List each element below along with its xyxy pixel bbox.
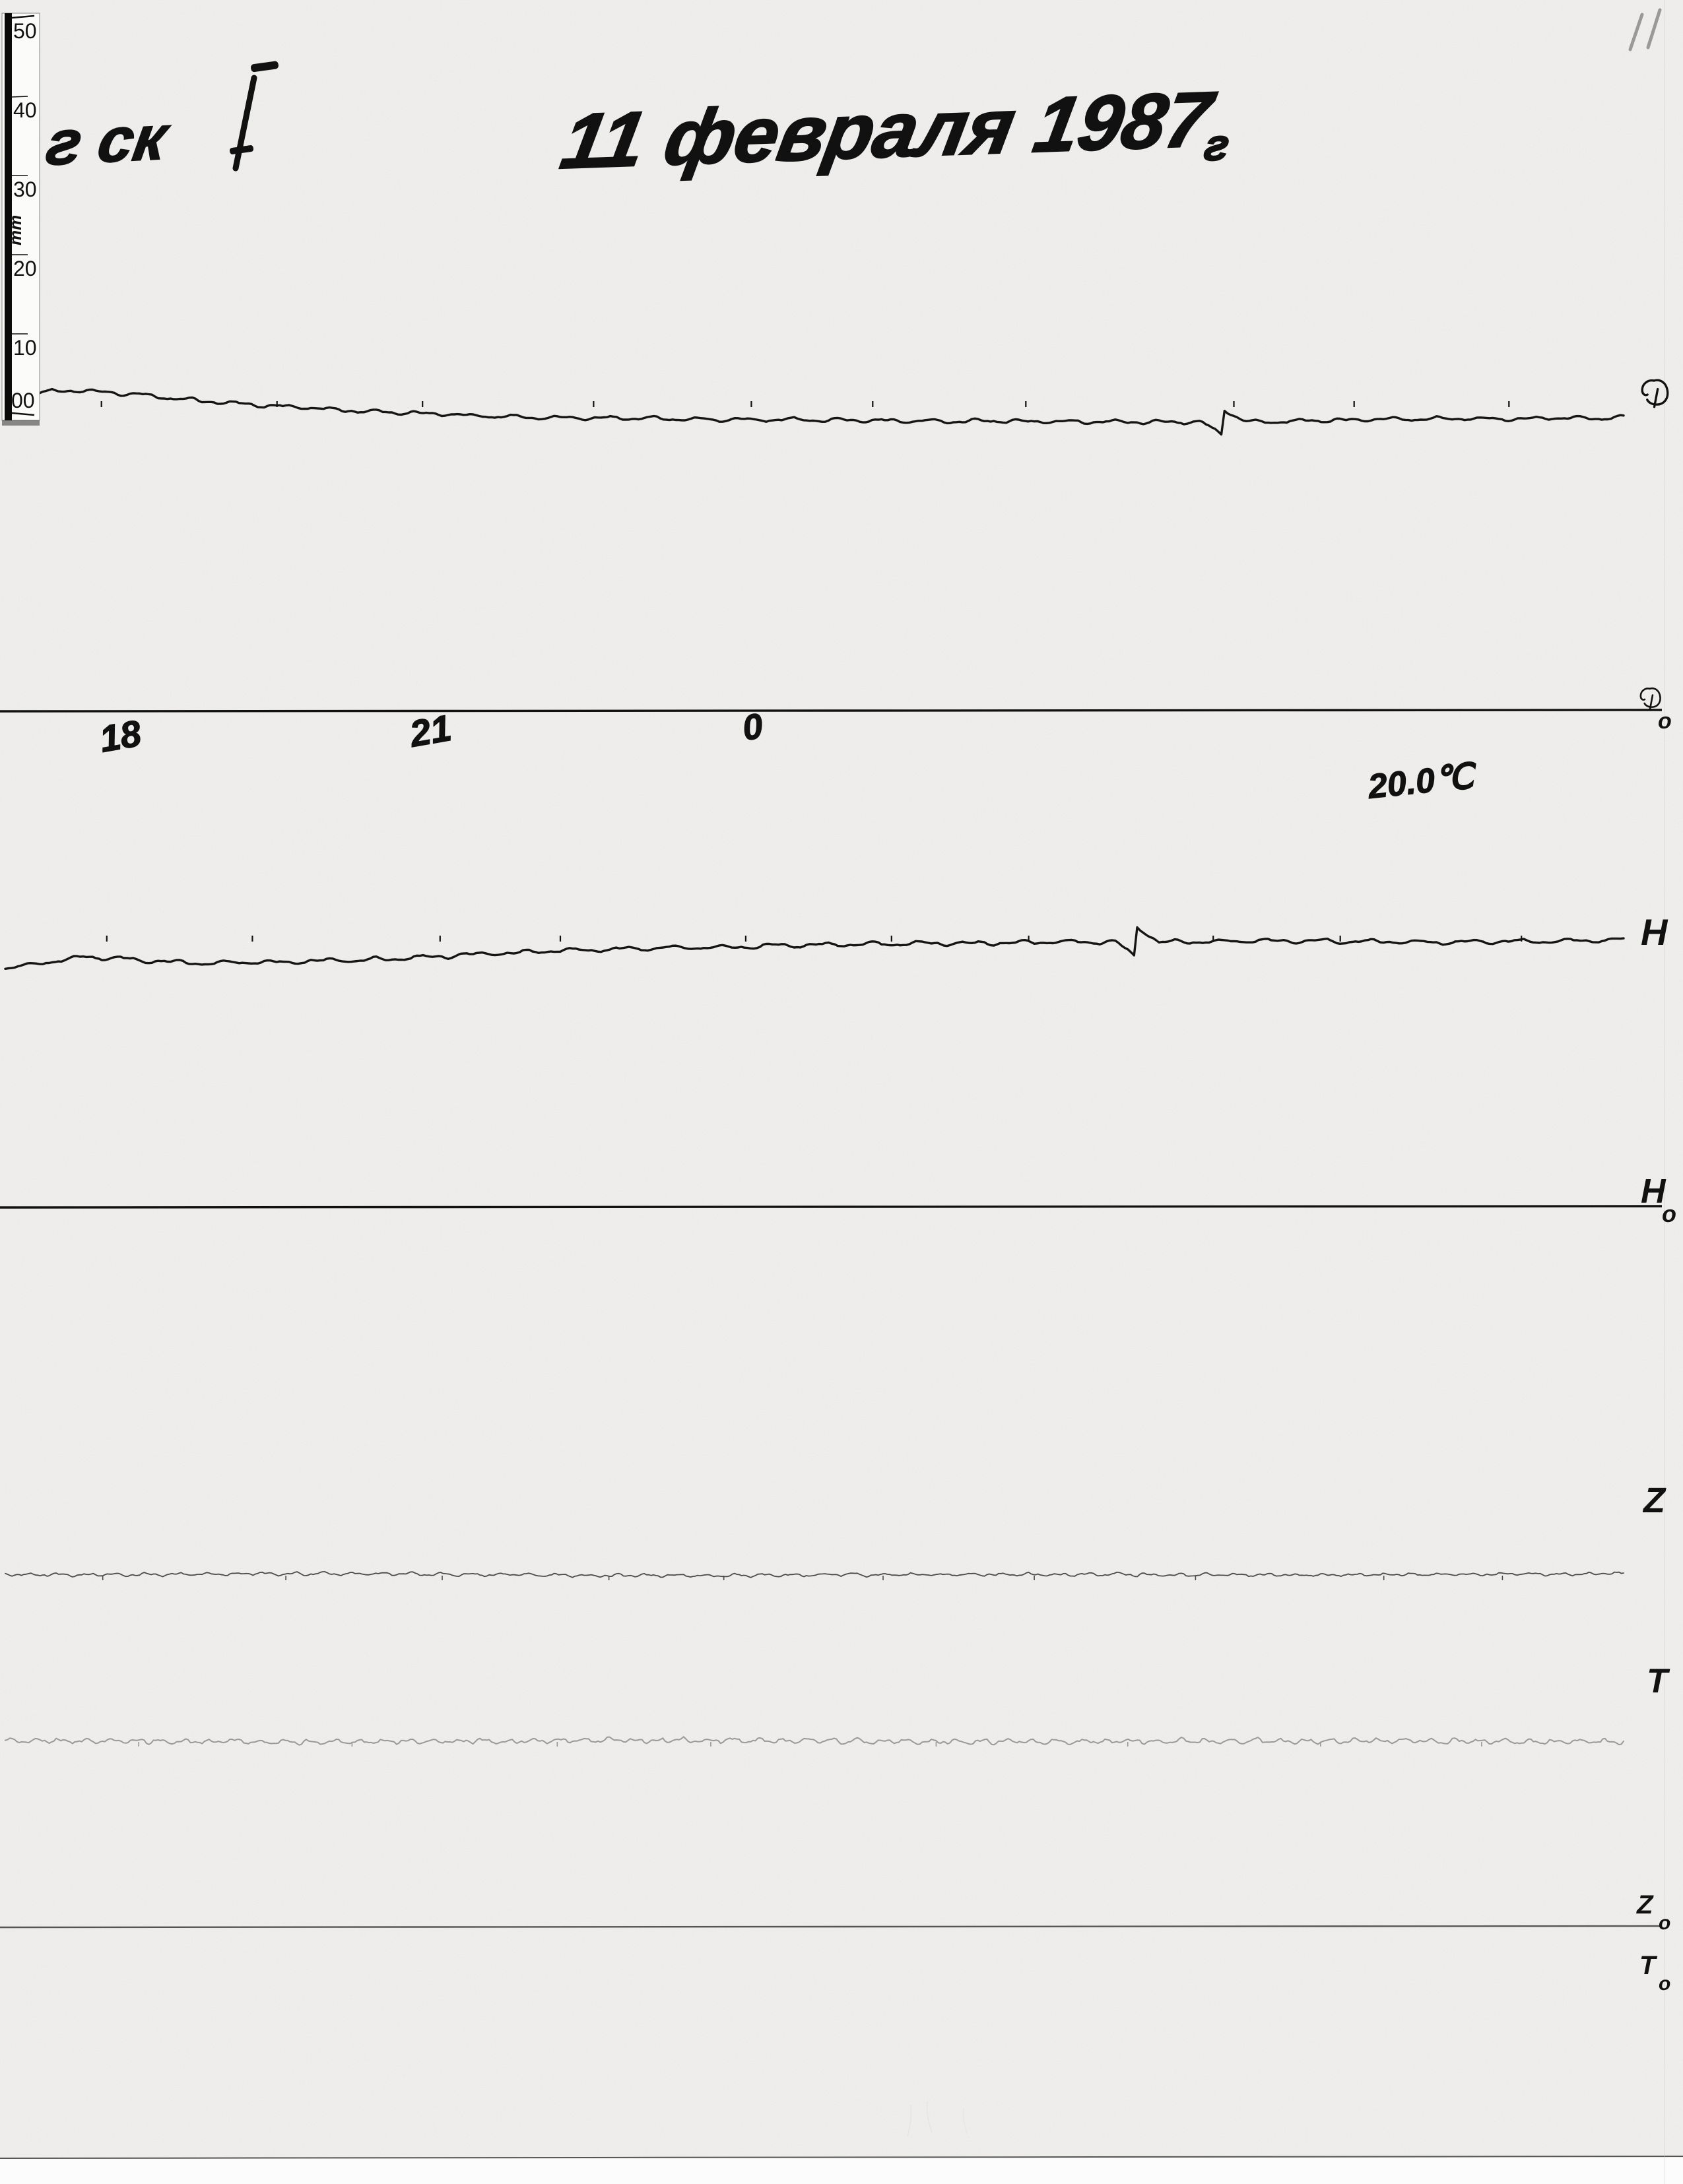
svg-text:o: o bbox=[1662, 1200, 1676, 1227]
svg-text:Z: Z bbox=[1636, 1890, 1654, 1919]
svg-text:30: 30 bbox=[13, 177, 37, 201]
svg-text:o: o bbox=[1659, 1912, 1670, 1934]
svg-text:г ск: г ск bbox=[42, 103, 175, 179]
svg-text:Z: Z bbox=[1642, 1481, 1666, 1520]
svg-text:21: 21 bbox=[406, 707, 454, 755]
svg-text:T: T bbox=[1647, 1662, 1670, 1700]
svg-text:40: 40 bbox=[13, 98, 37, 122]
svg-text:00: 00 bbox=[11, 389, 35, 412]
svg-text:18: 18 bbox=[96, 712, 145, 760]
svg-text:50: 50 bbox=[13, 19, 37, 43]
svg-text:o: o bbox=[1659, 1973, 1670, 1995]
svg-text:T: T bbox=[1639, 1951, 1658, 1980]
svg-text:mm: mm bbox=[5, 215, 25, 245]
svg-text:10: 10 bbox=[13, 336, 37, 360]
svg-text:o: o bbox=[1658, 709, 1672, 734]
svg-text:H: H bbox=[1641, 911, 1668, 953]
svg-text:20: 20 bbox=[13, 257, 37, 280]
